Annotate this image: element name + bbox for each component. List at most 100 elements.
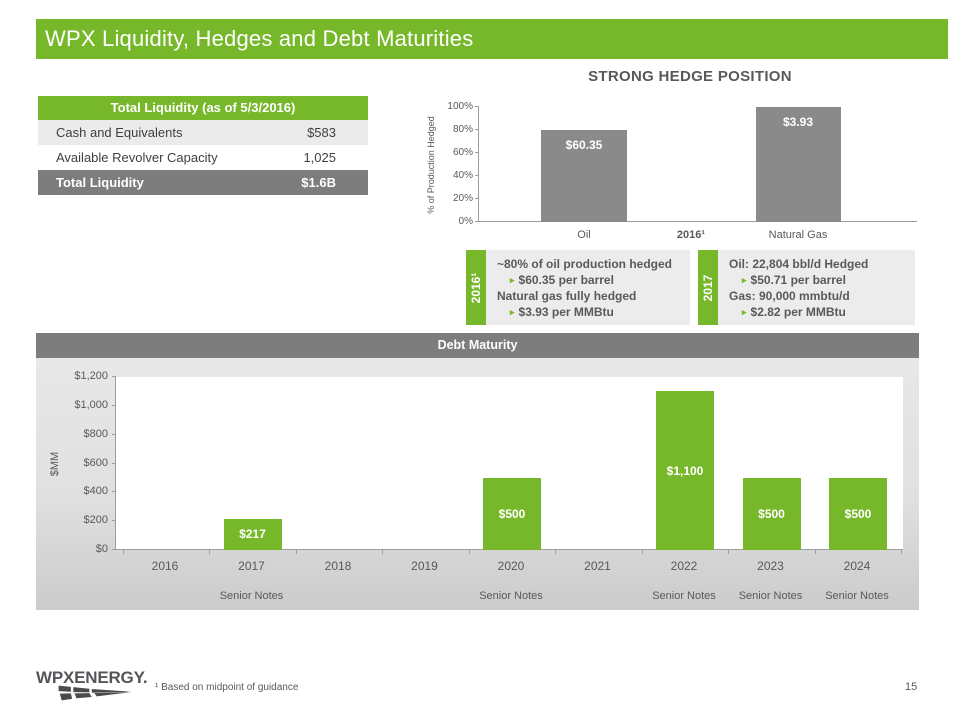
senior-notes-label: Senior Notes	[652, 590, 716, 602]
y-tick-label: $600	[83, 456, 108, 469]
y-tick-mark	[112, 376, 116, 377]
x-axis-label-2021: 2021	[584, 559, 611, 573]
bar-value-label: $60.35	[565, 138, 603, 152]
debt-chart-plot: $0 $200 $400 $600 $800 $1,000 $1,200 $217 $500 $1…	[74, 370, 903, 555]
y-tick-label: 40%	[452, 170, 473, 181]
callout-2017-tab: 2017	[698, 250, 718, 325]
footnote: ¹ Based on midpoint of guidance	[155, 682, 299, 693]
x-axis-label: Natural Gas	[768, 229, 828, 241]
row-value: 1,025	[303, 150, 336, 165]
x-tick-mark	[382, 550, 384, 554]
y-tick-mark	[112, 433, 116, 435]
table-row: Cash and Equivalents $583	[38, 120, 368, 145]
callout-2017-box: Oil: 22,804 bbl/d Hedged ▸ $50.71 per bar…	[718, 250, 915, 325]
wpx-energy-logo-text: WPXENERGY.	[36, 668, 148, 687]
y-tick-mark	[475, 106, 479, 107]
senior-notes-label: Senior Notes	[479, 590, 543, 602]
x-tick-mark	[122, 550, 124, 554]
senior-notes-label: Senior Notes	[738, 590, 803, 602]
liquidity-table-header: Total Liquidity (as of 5/3/2016)	[38, 96, 368, 120]
callout-line: Gas: 90,000 mmbtu/d	[729, 289, 850, 303]
hedge-chart-title: STRONG HEDGE POSITION	[588, 68, 792, 85]
row-label: Cash and Equivalents	[56, 125, 183, 140]
y-tick-label: $800	[83, 427, 108, 440]
y-tick-label: $200	[83, 514, 108, 527]
x-axis-label-2016: 2016	[151, 559, 179, 573]
callout-line: ▸ $50.71 per barrel	[742, 273, 846, 287]
y-tick-mark	[475, 129, 479, 130]
callout-line: ~80% of oil production hedged	[497, 257, 673, 271]
x-axis-label-2018: 2018	[324, 559, 352, 573]
y-tick-mark	[475, 221, 479, 222]
y-tick-label: 20%	[452, 193, 473, 204]
callout-line: Oil: 22,804 bbl/d Hedged	[729, 257, 869, 271]
x-axis-label: Oil	[577, 229, 591, 241]
y-tick-mark	[112, 520, 116, 522]
y-tick-mark	[112, 404, 116, 406]
bar-value-label: $1,100	[666, 463, 704, 478]
y-tick-label: $400	[83, 485, 108, 498]
bar-value-label: $500	[758, 506, 785, 521]
x-tick-mark	[468, 550, 470, 554]
bar-value-label: $217	[239, 527, 266, 542]
y-tick-mark	[112, 491, 116, 493]
debt-bar-2024: $500	[829, 477, 887, 550]
hedge-bar-oil: $60.35	[541, 130, 627, 222]
x-axis-label: 2016¹	[676, 229, 706, 241]
x-axis-label-2019: 2019	[411, 559, 438, 573]
x-tick-mark	[555, 550, 557, 554]
x-axis-label-2023: 2023	[757, 559, 784, 573]
x-axis-label-2022: 2022	[670, 559, 698, 573]
bullet-arrow-icon: ▸	[742, 307, 747, 317]
debt-maturity-chart: $MM $0 $200 $400 $600 $800 $1,000 $1,200 $217 $5…	[36, 358, 919, 610]
y-tick-mark	[475, 198, 479, 199]
x-tick-mark	[728, 550, 730, 554]
y-tick-label: $1,200	[74, 370, 108, 382]
y-tick-mark	[475, 175, 479, 176]
debt-maturity-header: Debt Maturity	[36, 333, 919, 358]
y-tick-label: 0%	[458, 216, 473, 227]
row-value: $583	[307, 125, 336, 140]
y-tick-label: 80%	[452, 124, 473, 135]
liquidity-table: Total Liquidity (as of 5/3/2016) Cash an…	[38, 96, 368, 195]
callout-line: ▸ $60.35 per barrel	[510, 273, 614, 287]
bullet-arrow-icon: ▸	[510, 307, 515, 317]
table-row: Available Revolver Capacity 1,025	[38, 145, 368, 170]
x-axis-label-2020: 2020	[497, 559, 525, 573]
y-tick-label: $0	[95, 543, 108, 555]
debt-bar-2017: $217	[223, 518, 282, 550]
x-tick-mark	[641, 550, 643, 554]
y-tick-mark	[112, 462, 116, 464]
x-tick-mark	[901, 550, 903, 554]
callout-line: ▸ $3.93 per MMBtu	[510, 305, 614, 319]
senior-notes-label: Senior Notes	[219, 590, 284, 602]
callout-2016-tab: 2016¹	[466, 250, 486, 325]
row-label: Available Revolver Capacity	[56, 150, 218, 165]
y-tick-mark	[475, 152, 479, 153]
debt-bar-2020: $500	[483, 477, 541, 550]
x-axis-label-2024: 2024	[843, 559, 871, 573]
page-number: 15	[905, 681, 918, 693]
row-label: Total Liquidity	[56, 175, 144, 190]
bullet-arrow-icon: ▸	[742, 275, 747, 285]
bar-value-label: $500	[844, 506, 872, 521]
x-tick-mark	[814, 550, 816, 554]
bar-value-label: $500	[498, 506, 526, 521]
x-tick-mark	[209, 550, 211, 554]
row-value: $1.6B	[301, 175, 336, 190]
callout-line: ▸ $2.82 per MMBtu	[742, 305, 846, 319]
callout-2016-box: ~80% of oil production hedged ▸ $60.35 pe…	[486, 250, 690, 325]
title-bar: WPX Liquidity, Hedges and Debt Maturitie…	[36, 19, 948, 59]
bullet-arrow-icon: ▸	[510, 275, 515, 285]
wpx-logo-swoosh-icon	[58, 685, 132, 701]
page-title: WPX Liquidity, Hedges and Debt Maturitie…	[45, 26, 474, 51]
hedge-bar-natural-gas: $3.93	[755, 107, 841, 222]
bar-value-label: $3.93	[782, 115, 814, 129]
callout-line: Natural gas fully hedged	[497, 289, 637, 303]
y-tick-mark	[112, 549, 116, 550]
x-axis-label-2017: 2017	[238, 559, 265, 573]
x-tick-mark	[295, 550, 297, 554]
debt-bar-2022: $1,100	[656, 391, 714, 550]
y-tick-label: 100%	[447, 101, 473, 112]
